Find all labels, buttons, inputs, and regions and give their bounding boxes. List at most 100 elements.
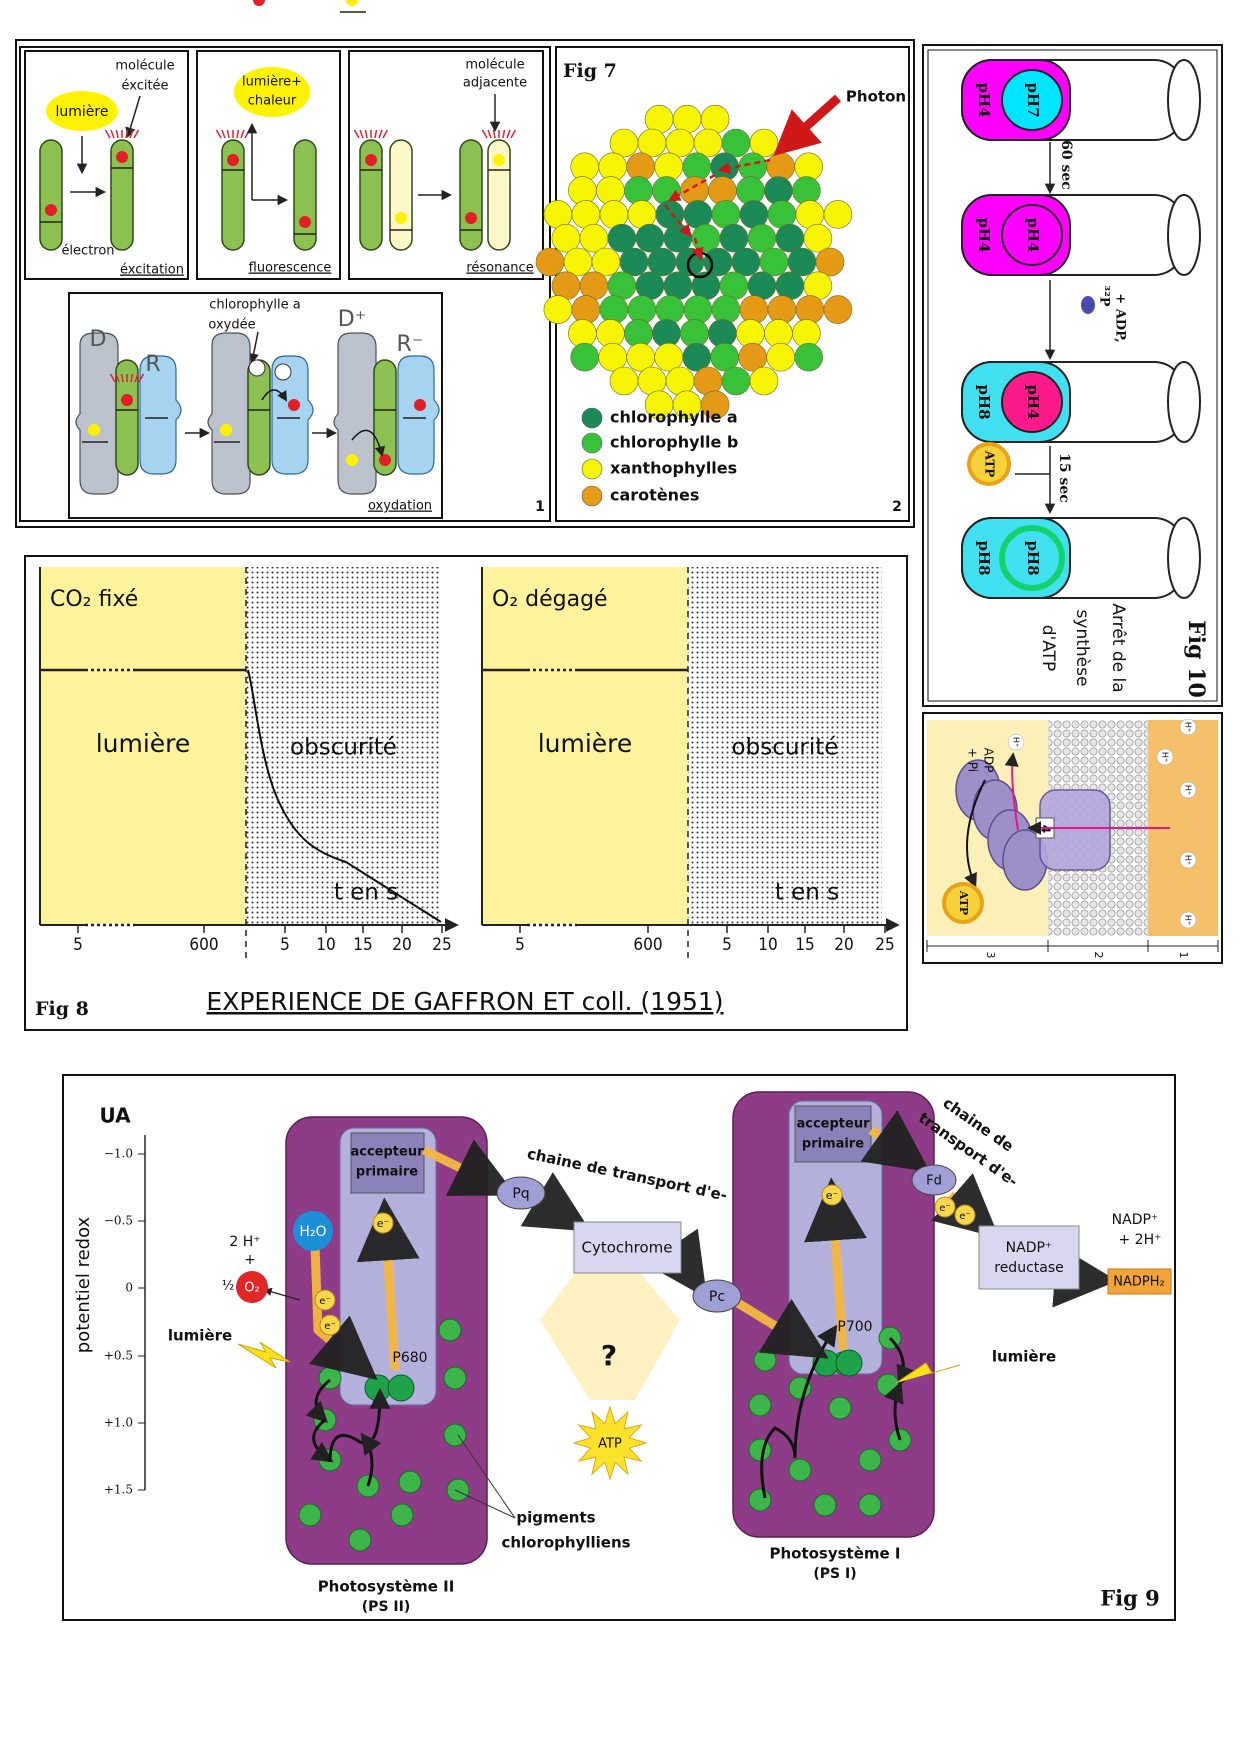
proton-dot [1179,718,1197,736]
x-tick-label: 5 [722,935,732,955]
light-zone [40,567,246,925]
label: Photosystème I [769,1545,900,1563]
excitation-ray [129,129,134,139]
phosphate-icon [1081,296,1095,314]
pigment-disc [795,295,825,324]
label: chlorophylliens [501,1534,630,1552]
pigment-rod [389,139,413,251]
pigment-disc [655,295,685,324]
label: (PS I) [813,1566,856,1582]
electron-flow [860,1110,931,1173]
label: R [145,352,160,377]
pigment-rod [221,139,245,251]
legend-label: chlorophylle b [610,433,738,452]
pigment-disc [711,295,741,324]
electron-dot [493,154,505,166]
legend-label: chlorophylle a [610,408,738,427]
atp-badge [942,882,984,924]
tube-mouth [1167,194,1201,276]
electron-dot [288,399,300,411]
label: ATP [957,890,970,915]
label: chlorophylle a [209,298,300,313]
oxygen-release [263,1287,301,1301]
proton-label: H⁺ [1161,752,1170,762]
excitation-ray [221,129,226,139]
label: Fig 9 [1100,1586,1160,1611]
conclusion: d'ATP [1038,625,1058,671]
excitation-ray [487,129,492,139]
decline-curve [247,669,442,923]
pigment-disc [596,176,625,205]
receptor-shape [139,355,182,475]
pigment [298,1503,322,1527]
label: molécule [115,59,174,74]
proton-exit [1004,752,1019,831]
excitation-ray [510,129,517,139]
x-tick-label: 600 [633,935,662,955]
electron-badge [821,1184,843,1206]
tube-mouth [1167,59,1201,141]
light-zone [482,567,688,925]
excitation-ray [502,129,506,139]
tube-ph: pH4 [975,217,993,252]
electron-dot [88,424,100,436]
pigment [876,1373,900,1397]
legend-swatch [581,407,603,429]
electron-flow [356,1197,420,1371]
x-tick-label: 10 [758,935,777,955]
tube-mouth [1167,361,1201,443]
transfer-arrow [351,429,386,458]
light-blob [46,91,118,131]
y-tick-label: +1.5 [104,1483,133,1497]
y-tick-label: +0.5 [104,1349,133,1363]
pigment-disc [535,247,565,277]
proton-label: H⁺ [1184,855,1193,865]
energy-path [664,204,692,237]
label: accepteur [350,1145,424,1160]
electron-label: e⁻ [324,1321,335,1332]
energy-path [667,173,716,202]
excitation-ray [110,129,115,139]
electron-dot [379,454,391,466]
pq-carrier [496,1176,546,1210]
tube-ph: pH8 [975,540,993,575]
excitation-ray [120,373,124,383]
excitation-ray [134,373,139,383]
label: obscurité [732,735,839,761]
energy-transfer [360,1432,382,1487]
pigment [858,1493,882,1517]
photon-arrow [773,94,842,157]
label: (PS II) [362,1599,410,1615]
tube-ph: pH8 [975,384,993,419]
vesicle [1001,371,1063,433]
pigment-disc [792,176,821,205]
reaction-center [835,1349,863,1377]
electron-dot [365,154,377,166]
chlorophyll-rod [247,359,271,476]
oxygen [236,1271,268,1303]
x-tick-label: 15 [795,935,814,955]
x-tick-label: 15 [353,935,372,955]
excitation-ray [236,129,240,139]
chlorophyll-rod [115,359,139,476]
electron-label: e⁻ [319,1296,330,1307]
label: 2 H⁺ [229,1234,260,1250]
excitation-ray [115,129,119,139]
proton-dot [1007,733,1025,751]
x-tick-label: 600 [189,935,218,955]
pigment [748,1488,772,1512]
label: D [90,327,107,352]
energy-transfer [328,1387,391,1463]
x-tick-label: 20 [834,935,853,955]
proton-label: H⁺ [1012,737,1021,747]
proton-label: H⁺ [1184,722,1193,732]
excitation-ray [382,129,389,139]
label: lumière+ [242,75,302,90]
excitation-ray [506,129,511,139]
tube-ph: pH4 [975,82,993,117]
excitation-box [24,50,189,280]
pigment [438,1318,462,1342]
pigment-disc [708,176,737,205]
excitation-ray [115,373,120,383]
electron-flow [804,1177,867,1351]
